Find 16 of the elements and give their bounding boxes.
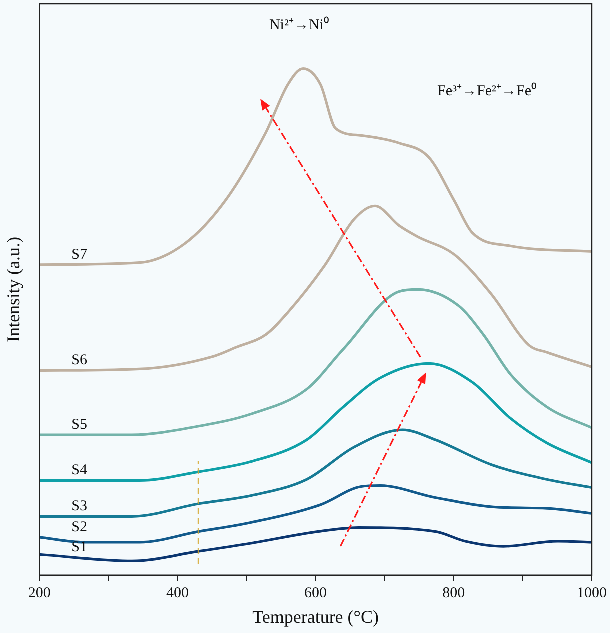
x-tick-label: 1000 [577,585,607,602]
series-label: S2 [72,519,88,536]
series-label: S5 [72,417,88,434]
series-label: S1 [72,540,88,556]
x-tick-label: 800 [442,585,466,602]
series-label: S6 [72,352,88,369]
series-label: S3 [72,498,88,515]
text: Ni²⁺→Ni⁰ [269,16,329,34]
x-tick-label: 400 [166,585,189,602]
series-label: S7 [72,246,88,263]
x-tick-label: 600 [304,585,328,602]
x-axis-title: Temperature (°C) [252,606,379,627]
series-label: S4 [72,462,88,479]
y-axis-title: Intensity (a.u.) [4,236,24,342]
x-tick-label: 200 [28,585,51,602]
annotation: Fe³⁺→Fe²⁺→Fe⁰ [438,82,537,100]
